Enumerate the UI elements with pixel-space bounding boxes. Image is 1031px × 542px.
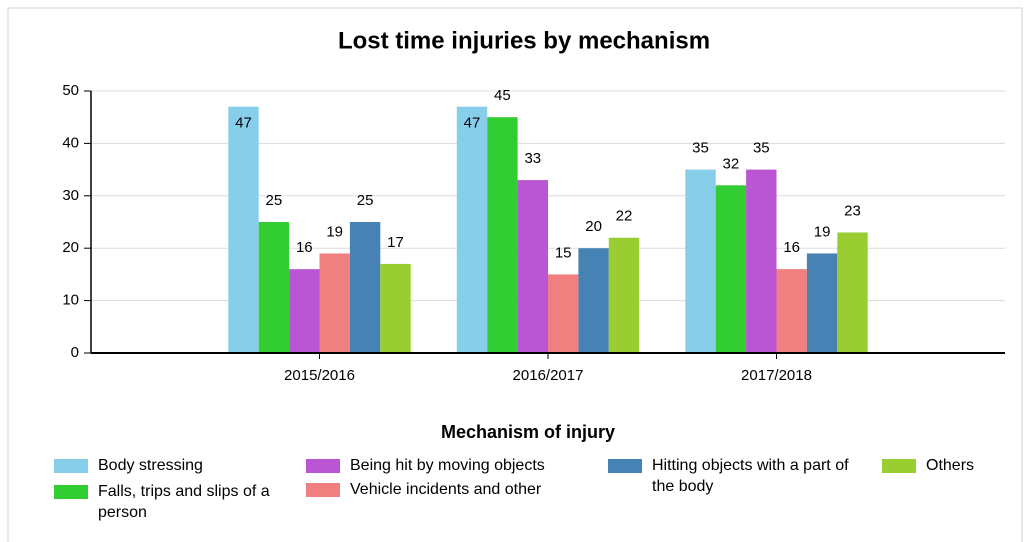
legend-swatch bbox=[54, 485, 88, 499]
bar bbox=[380, 263, 411, 353]
data-label: 45 bbox=[494, 87, 511, 104]
legend-label: Being hit by moving objects bbox=[350, 457, 545, 474]
data-label: 25 bbox=[266, 192, 283, 209]
bar bbox=[517, 180, 548, 353]
data-label: 25 bbox=[357, 192, 374, 209]
bar bbox=[228, 106, 259, 353]
bar bbox=[289, 269, 320, 353]
data-label: 16 bbox=[783, 239, 800, 256]
bar bbox=[349, 222, 381, 353]
bar bbox=[746, 169, 777, 353]
bar bbox=[548, 274, 579, 353]
data-label: 22 bbox=[616, 208, 633, 225]
legend-label: Body stressing bbox=[98, 457, 203, 474]
data-label: 32 bbox=[723, 155, 740, 172]
bar bbox=[578, 248, 609, 353]
x-tick-label: 2016/2017 bbox=[513, 367, 584, 384]
legend-label: Vehicle incidents and other bbox=[350, 481, 542, 498]
bar bbox=[715, 185, 747, 353]
data-label: 19 bbox=[326, 223, 343, 240]
y-tick-label: 20 bbox=[62, 239, 79, 256]
legend-swatch bbox=[306, 459, 340, 473]
y-tick-label: 10 bbox=[62, 292, 79, 309]
data-label: 17 bbox=[387, 234, 404, 251]
bar bbox=[258, 222, 290, 353]
y-tick-label: 30 bbox=[62, 187, 79, 204]
bar bbox=[608, 237, 640, 353]
data-label: 20 bbox=[585, 218, 602, 235]
legend-swatch bbox=[306, 483, 340, 497]
data-label: 35 bbox=[753, 140, 770, 157]
y-tick-label: 40 bbox=[62, 134, 79, 151]
data-label: 19 bbox=[814, 223, 831, 240]
data-label: 47 bbox=[235, 115, 252, 132]
data-label: 47 bbox=[464, 115, 481, 132]
legend-swatch bbox=[54, 459, 88, 473]
bar bbox=[776, 269, 807, 353]
data-label: 15 bbox=[555, 244, 572, 261]
legend-swatch bbox=[882, 459, 916, 473]
data-label: 35 bbox=[692, 140, 709, 157]
bar bbox=[685, 169, 716, 353]
x-tick-label: 2017/2018 bbox=[741, 367, 812, 384]
legend-label: Others bbox=[926, 457, 975, 474]
bar bbox=[319, 253, 350, 353]
y-tick-label: 50 bbox=[62, 82, 79, 99]
data-label: 16 bbox=[296, 239, 313, 256]
legend-swatch bbox=[608, 459, 642, 473]
data-label: 23 bbox=[844, 202, 861, 219]
bar bbox=[837, 232, 868, 353]
y-tick-label: 0 bbox=[71, 344, 79, 361]
legend-title: Mechanism of injury bbox=[441, 422, 615, 442]
bar bbox=[806, 253, 838, 353]
data-label: 33 bbox=[524, 150, 541, 167]
bar bbox=[487, 117, 518, 353]
chart-border bbox=[7, 7, 1023, 542]
bar bbox=[456, 106, 488, 353]
chart-title: Lost time injuries by mechanism bbox=[338, 27, 710, 54]
legend-label: Falls, trips and slips of a person bbox=[98, 483, 270, 521]
legend-label: Hitting objects with a part of the body bbox=[652, 457, 849, 495]
x-tick-label: 2015/2016 bbox=[284, 367, 355, 384]
